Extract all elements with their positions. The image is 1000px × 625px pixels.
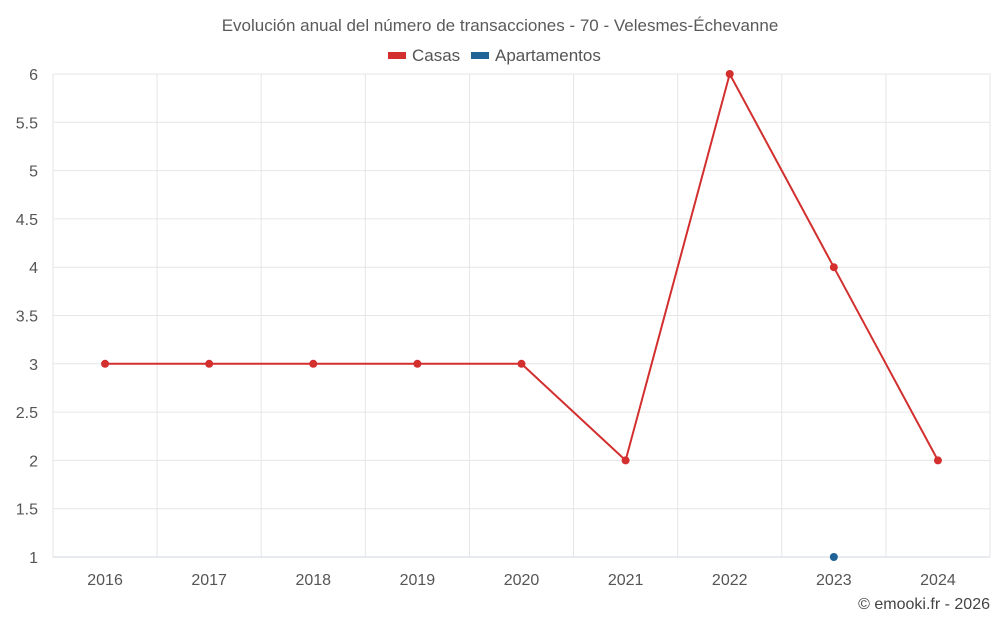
grid (52, 73, 991, 557)
data-point-casas[interactable] (413, 359, 422, 368)
data-point-casas[interactable] (725, 70, 734, 78)
y-tick-label: 2.5 (16, 405, 38, 422)
legend-item-casas[interactable]: Casas (388, 46, 460, 65)
y-tick-label: 1.5 (16, 502, 38, 519)
data-point-casas[interactable] (205, 359, 214, 368)
series (101, 70, 942, 561)
x-tick-label: 2024 (920, 572, 956, 589)
y-tick-label: 5 (29, 164, 38, 181)
data-point-casas[interactable] (517, 359, 526, 368)
x-tick-label: 2022 (712, 572, 748, 589)
credit-text: © emooki.fr - 2026 (858, 596, 990, 613)
data-point-casas[interactable] (933, 456, 942, 465)
x-tick-label: 2016 (87, 572, 123, 589)
y-tick-label: 3.5 (16, 309, 38, 326)
data-point-apartamentos[interactable] (829, 553, 838, 561)
x-tick-label: 2019 (400, 572, 436, 589)
legend-item-apartamentos[interactable]: Apartamentos (471, 46, 601, 65)
data-point-casas[interactable] (621, 456, 630, 465)
chart-title: Evolución anual del número de transaccio… (222, 16, 779, 35)
data-point-casas[interactable] (309, 359, 318, 368)
axes: 1 1.5 2 2.5 3 3.5 4 4.5 5 5.5 6 2016 2017 2018 2019 202… (16, 67, 990, 589)
y-tick-label: 6 (29, 67, 38, 84)
x-tick-label: 2021 (608, 572, 644, 589)
x-tick-label: 2023 (816, 572, 852, 589)
y-tick-label: 4.5 (16, 212, 38, 229)
y-tick-label: 4 (29, 260, 38, 277)
x-tick-label: 2020 (504, 572, 540, 589)
x-tick-label: 2018 (295, 572, 331, 589)
legend: Casas Apartamentos (388, 46, 601, 65)
y-tick-label: 2 (29, 453, 38, 470)
y-tick-label: 1 (29, 550, 38, 567)
legend-swatch-apartamentos (471, 52, 489, 59)
legend-swatch-casas (388, 52, 406, 59)
data-point-casas[interactable] (829, 263, 838, 272)
y-tick-label: 3 (29, 357, 38, 374)
y-tick-label: 5.5 (16, 115, 38, 132)
legend-label-apartamentos: Apartamentos (495, 46, 601, 65)
x-tick-label: 2017 (191, 572, 227, 589)
legend-label-casas: Casas (412, 46, 460, 65)
data-point-casas[interactable] (101, 359, 110, 368)
